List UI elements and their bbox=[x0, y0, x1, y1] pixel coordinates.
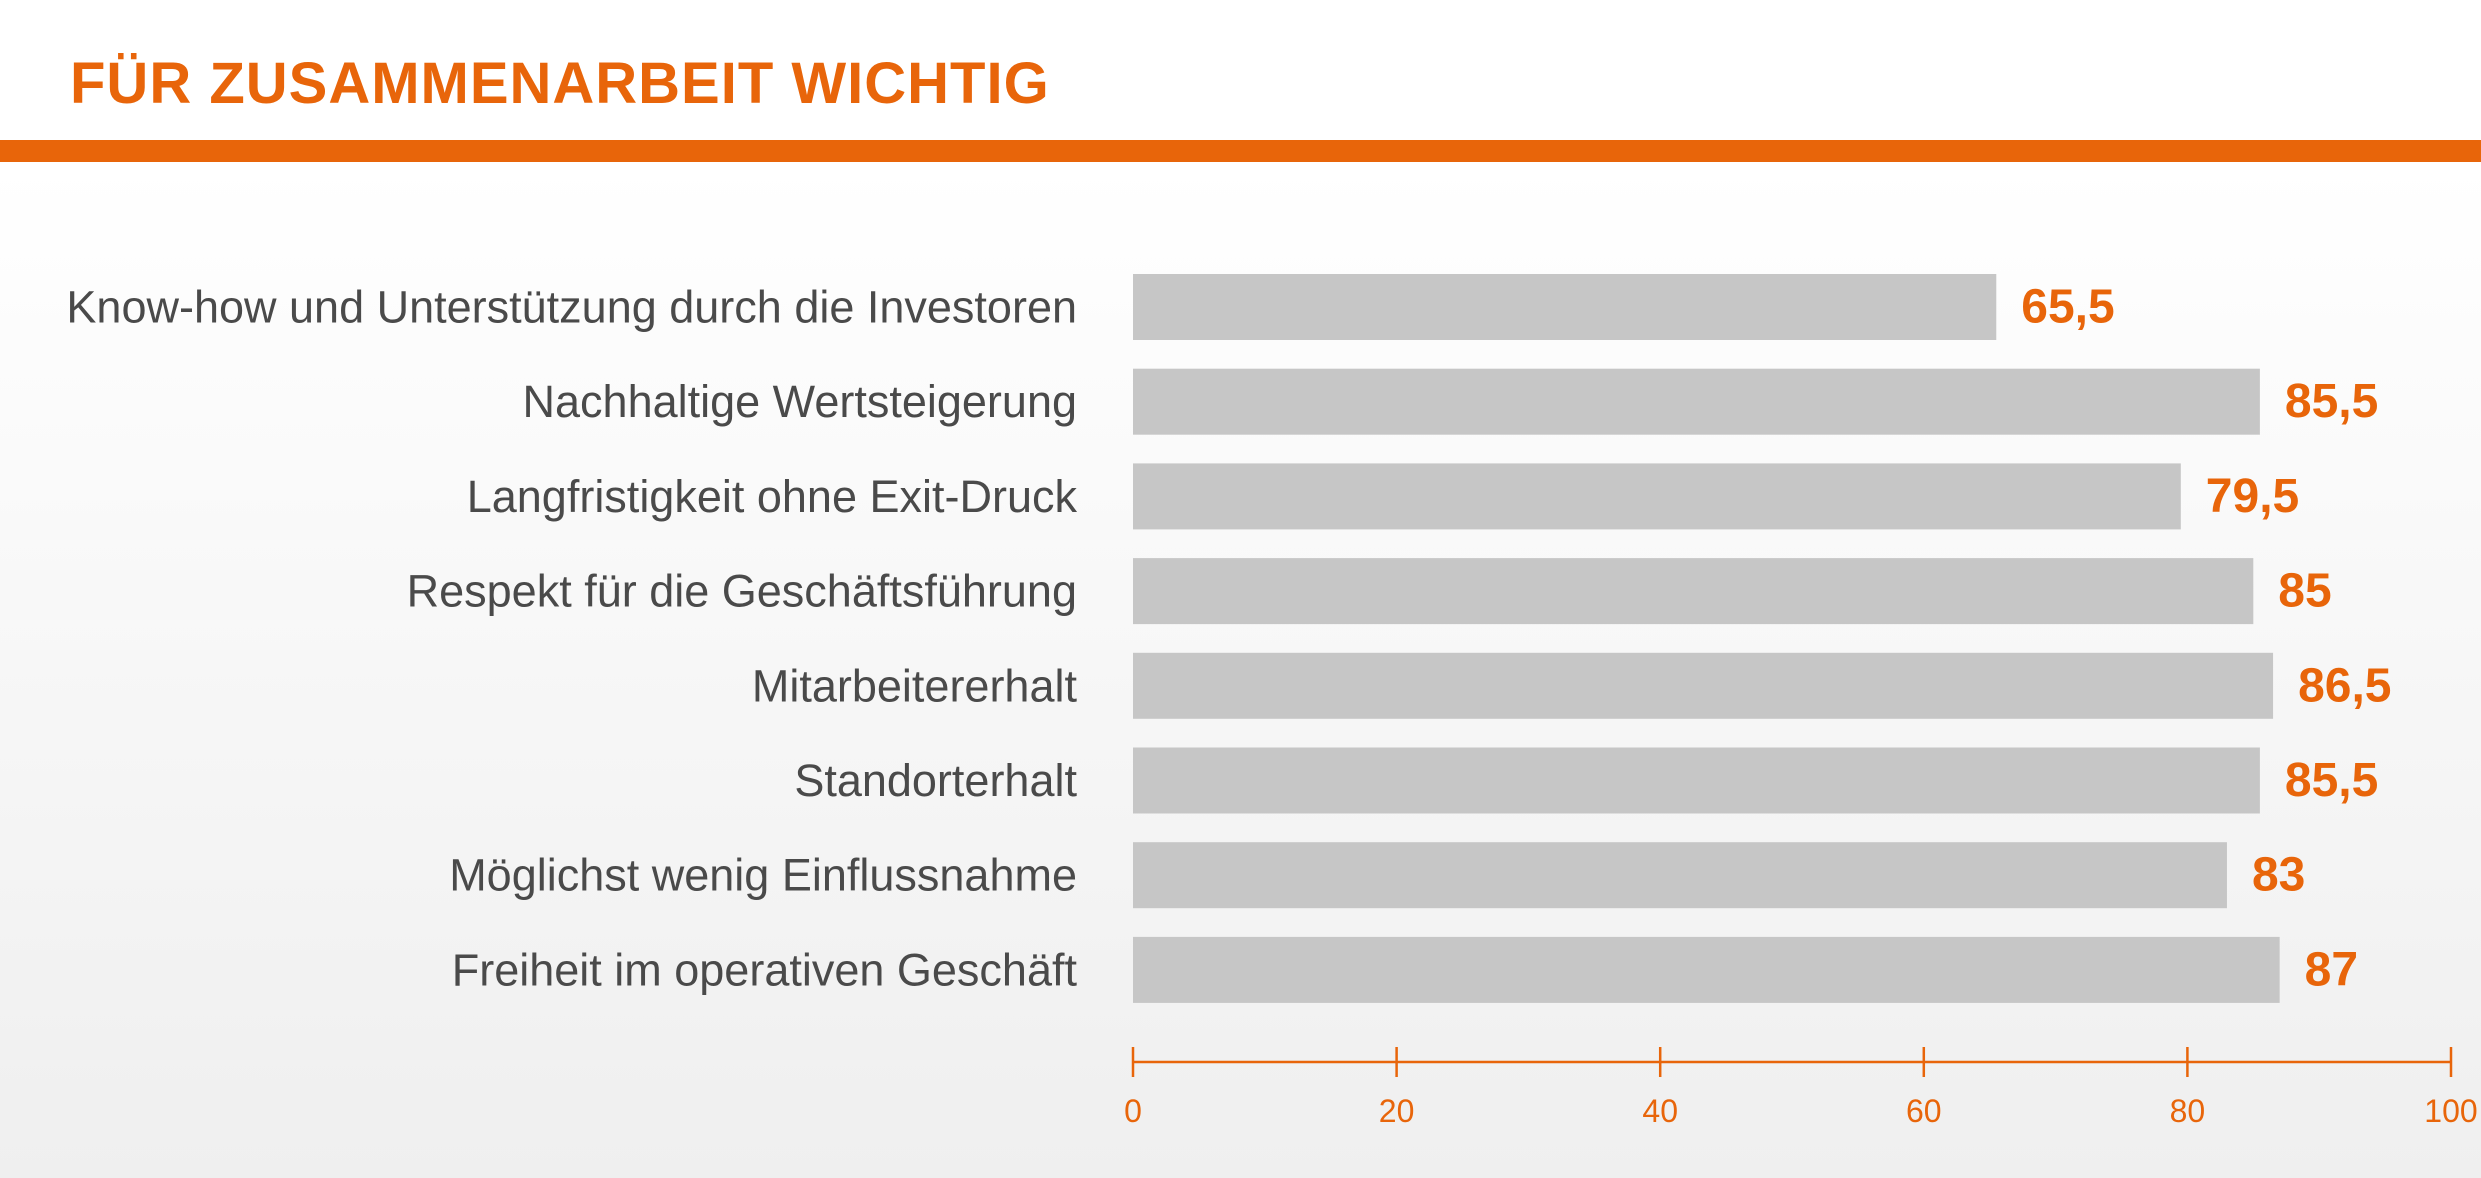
value-label: 83 bbox=[2252, 849, 2305, 902]
title-rule bbox=[0, 140, 2481, 162]
bar bbox=[1133, 842, 2227, 909]
bar-group: Know-how und Unterstützung durch die Inv… bbox=[66, 274, 2391, 1003]
tick-label: 20 bbox=[1379, 1093, 1415, 1129]
category-label: Mitarbeitererhalt bbox=[752, 660, 1078, 711]
category-label: Freiheit im operativen Geschäft bbox=[452, 944, 1078, 995]
bar bbox=[1133, 558, 2254, 625]
category-label: Möglichst wenig Einflussnahme bbox=[449, 850, 1077, 901]
value-label: 86,5 bbox=[2298, 659, 2391, 712]
bar bbox=[1133, 936, 2280, 1003]
value-label: 85,5 bbox=[2285, 754, 2378, 807]
tick-label: 80 bbox=[2170, 1093, 2206, 1129]
tick-label: 60 bbox=[1906, 1093, 1942, 1129]
category-label: Respekt für die Geschäftsführung bbox=[407, 566, 1077, 617]
bar bbox=[1133, 652, 2274, 719]
bar bbox=[1133, 274, 1997, 340]
category-label: Standorterhalt bbox=[794, 755, 1077, 806]
tick-label: 0 bbox=[1124, 1093, 1142, 1129]
value-label: 79,5 bbox=[2206, 470, 2299, 523]
category-label: Langfristigkeit ohne Exit-Druck bbox=[467, 471, 1078, 522]
category-label: Nachhaltige Wertsteigerung bbox=[523, 376, 1077, 427]
x-axis: 0 20 40 60 80 100 bbox=[1124, 1047, 2478, 1129]
value-label: 85 bbox=[2278, 565, 2331, 618]
value-label: 85,5 bbox=[2285, 375, 2378, 428]
bar bbox=[1133, 463, 2181, 530]
tick-label: 40 bbox=[1642, 1093, 1678, 1129]
chart-title: FÜR ZUSAMMENARBEIT WICHTIG bbox=[70, 51, 1050, 116]
value-label: 65,5 bbox=[2021, 281, 2114, 334]
tick-label: 100 bbox=[2424, 1093, 2477, 1129]
category-label: Know-how und Unterstützung durch die Inv… bbox=[66, 282, 1077, 333]
value-label: 87 bbox=[2305, 943, 2358, 996]
bar bbox=[1133, 747, 2260, 814]
bar bbox=[1133, 368, 2260, 435]
